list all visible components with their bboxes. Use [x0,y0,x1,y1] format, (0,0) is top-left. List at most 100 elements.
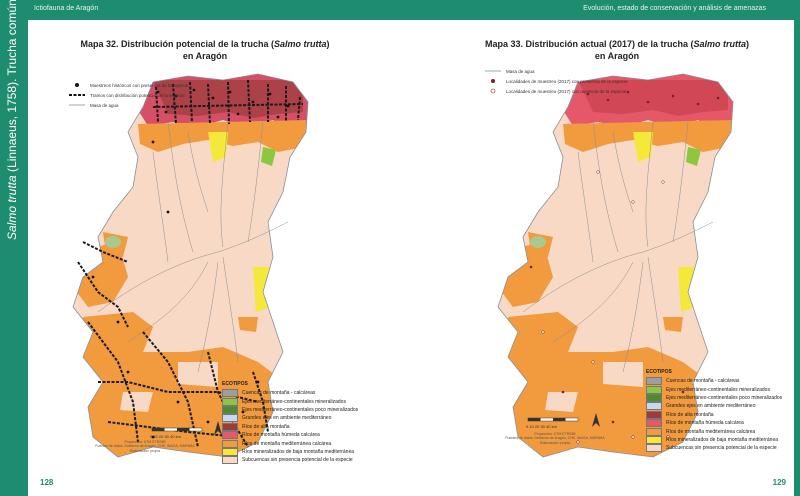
ecotype-label: Ríos de alta montaña [666,411,714,418]
left-sampling-dots [91,88,290,439]
credits-left-line1: Proyección: UTM ETRS89 [124,440,166,444]
ecotype-row: Grandes ejes en ambiente mediterráneo [646,402,800,411]
sidebar-band: Salmo trutta (Linnaeus, 1758). Trucha co… [0,0,28,496]
ecotype-row: Ejes mediterráneo-continentales minerali… [222,397,382,406]
header-right-text: Evolución, estado de conservación y anál… [583,5,766,12]
left-region-border [72,73,309,458]
ecotype-label: Ríos de alta montaña [242,423,290,430]
thin-line-symbol-icon [68,102,86,108]
legend-left-label-0: Muestreos históricos con presencia de la… [90,82,189,88]
left-map-regions [73,74,308,457]
ecotype-label: Ejes mediterráneo-continentales minerali… [666,386,770,393]
ecotype-swatch [222,405,238,414]
absence-dot-icon [484,88,502,94]
map-left-legend: Muestreos históricos con presencia de la… [68,80,188,110]
ecotype-row: Ríos de alta montaña [222,422,382,431]
map-right-title-prefix: Mapa 33. Distribución actual (2017) de l… [484,39,694,49]
ecotype-row: Ejes mediterráneo-continentales minerali… [646,385,800,394]
ecotype-swatch [222,431,238,440]
page-number-right: 129 [772,478,786,487]
north-arrow-right-icon [592,413,600,427]
ecotype-row: Subcuencas sin presencia potencial de la… [222,456,382,465]
right-absence-dots [541,170,670,444]
legend-left-item-dot: Muestreos históricos con presencia de la… [68,80,188,90]
ecotype-label: Subcuencas sin presencia potencial de la… [242,457,353,464]
ecotype-label: Ríos mineralizados de baja montaña medit… [666,436,779,443]
legend-left-label-2: Masa de agua [90,102,119,108]
legend-right-item-presence: Localidades de muestreo (2017) con prese… [484,76,628,86]
ecotype-row: Ríos de montaña húmeda calcárea [646,419,800,428]
map-left-title-species: Salmo trutta [274,39,327,49]
ecotype-row: Ejes mediterráneo-continentales poco min… [222,405,382,414]
species-authority: (Linnaeus, 1758). Trucha común [5,0,19,176]
scale-bar-left [151,427,203,432]
ecotypes-legend-right: ECOTIPOS Cuencas de montaña - calcáreas … [646,369,800,453]
scale-bar-right [527,417,579,422]
map-left-title: Mapa 32. Distribución potencial de la tr… [40,38,370,62]
ecotype-swatch [222,414,238,423]
ecotype-label: Ejes mediterráneo-continentales minerali… [242,398,346,405]
map-right-title-species: Salmo trutta [693,39,747,49]
legend-right-item-absence: Localidades de muestreo (2017) con ausen… [484,86,628,96]
ecotype-swatch [222,447,238,456]
ecotype-label: Cuencas de montaña - calcáreas [666,378,740,385]
ecotype-swatch [646,385,662,394]
header-bar: Ictiofauna de Aragón Evolución, estado d… [0,0,800,20]
north-arrow-left-icon [214,421,222,435]
ecotype-swatch [222,397,238,406]
ecotype-row: Ríos mineralizados de baja montaña medit… [646,435,800,444]
ecotype-swatch [646,419,662,428]
ecotype-swatch [646,393,662,402]
map-right-legend: Masa de agua Localidades de muestreo (20… [484,66,628,96]
ecotypes-legend-left: ECOTIPOS Cuencas de montaña - calcáreas … [222,381,382,465]
dot-symbol-icon [68,82,86,88]
map-left-title-prefix: Mapa 32. Distribución potencial de la tr… [80,39,275,49]
right-region-border [497,73,734,458]
legend-right-label-0: Masa de agua [506,68,535,74]
ecotype-swatch [222,422,238,431]
ecotypes-header-left: ECOTIPOS [222,381,248,387]
credits-left: Proyección: UTM ETRS89 Fuentes de datos:… [60,440,230,453]
ecotype-swatch [646,377,662,386]
ecotype-row: Ríos de alta montaña [646,410,800,419]
map-left-canvas [72,73,309,458]
map-right-title-line2: en Aragón [594,51,640,61]
ecotype-swatch [222,389,238,398]
ecotype-label: Subcuencas sin presencia potencial de la… [666,445,777,452]
scale-label-left: 0 10 20 30 40 km [150,434,181,439]
left-river-network [97,121,289,373]
ecotypes-header-right: ECOTIPOS [646,369,672,375]
credits-left-line2: Fuentes de datos: Gobierno de Aragón, CH… [95,444,195,449]
thin-line-symbol-icon [484,68,502,74]
ecotype-row: Ejes mediterráneo-continentales poco min… [646,393,800,402]
ecotype-label: Ríos mineralizados de baja montaña medit… [242,448,355,455]
ecotype-label: Ríos de montaña mediterránea calcárea [666,428,756,435]
species-name-italic: Salmo trutta [5,175,19,240]
presence-dot-icon [484,78,502,84]
credits-left-line3: Elaboración: propia [129,448,161,453]
right-river-network [522,121,714,373]
ecotype-row: Subcuencas sin presencia potencial de la… [646,444,800,453]
ecotype-swatch [646,427,662,436]
ecotype-row: Cuencas de montaña - calcáreas [222,389,382,398]
legend-right-item-thin-line: Masa de agua [484,66,628,76]
legend-left-item-thick-line: Tramos con distribución potencial de la … [68,90,188,100]
credits-right-line2: Fuentes de datos: Gobierno de Aragón, CH… [505,436,605,441]
left-potential-tracks [77,79,304,448]
ecotype-swatch [646,435,662,444]
ecotype-swatch [646,410,662,419]
thick-line-symbol-icon [68,92,86,98]
map-right-title-suffix: ) [746,39,750,49]
legend-left-item-thin-line: Masa de agua [68,100,188,110]
ecotype-row: Ríos de montaña mediterránea calcárea [222,439,382,448]
ecotype-swatch [646,444,662,453]
credits-right-line1: Proyección: UTM ETRS89 [534,432,576,436]
ecotype-row: Ríos de montaña mediterránea calcárea [646,427,800,436]
credits-right: Proyección: UTM ETRS89 Fuentes de datos:… [470,432,640,445]
map-left-title-line2: en Aragón [182,51,228,61]
credits-right-line3: Elaboración: propia [539,440,571,445]
ecotype-label: Ejes mediterráneo-continentales poco min… [666,394,783,401]
legend-right-label-1: Localidades de muestreo (2017) con prese… [506,78,628,84]
ecotype-swatch [222,439,238,448]
ecotype-label: Ejes mediterráneo-continentales poco min… [242,406,359,413]
